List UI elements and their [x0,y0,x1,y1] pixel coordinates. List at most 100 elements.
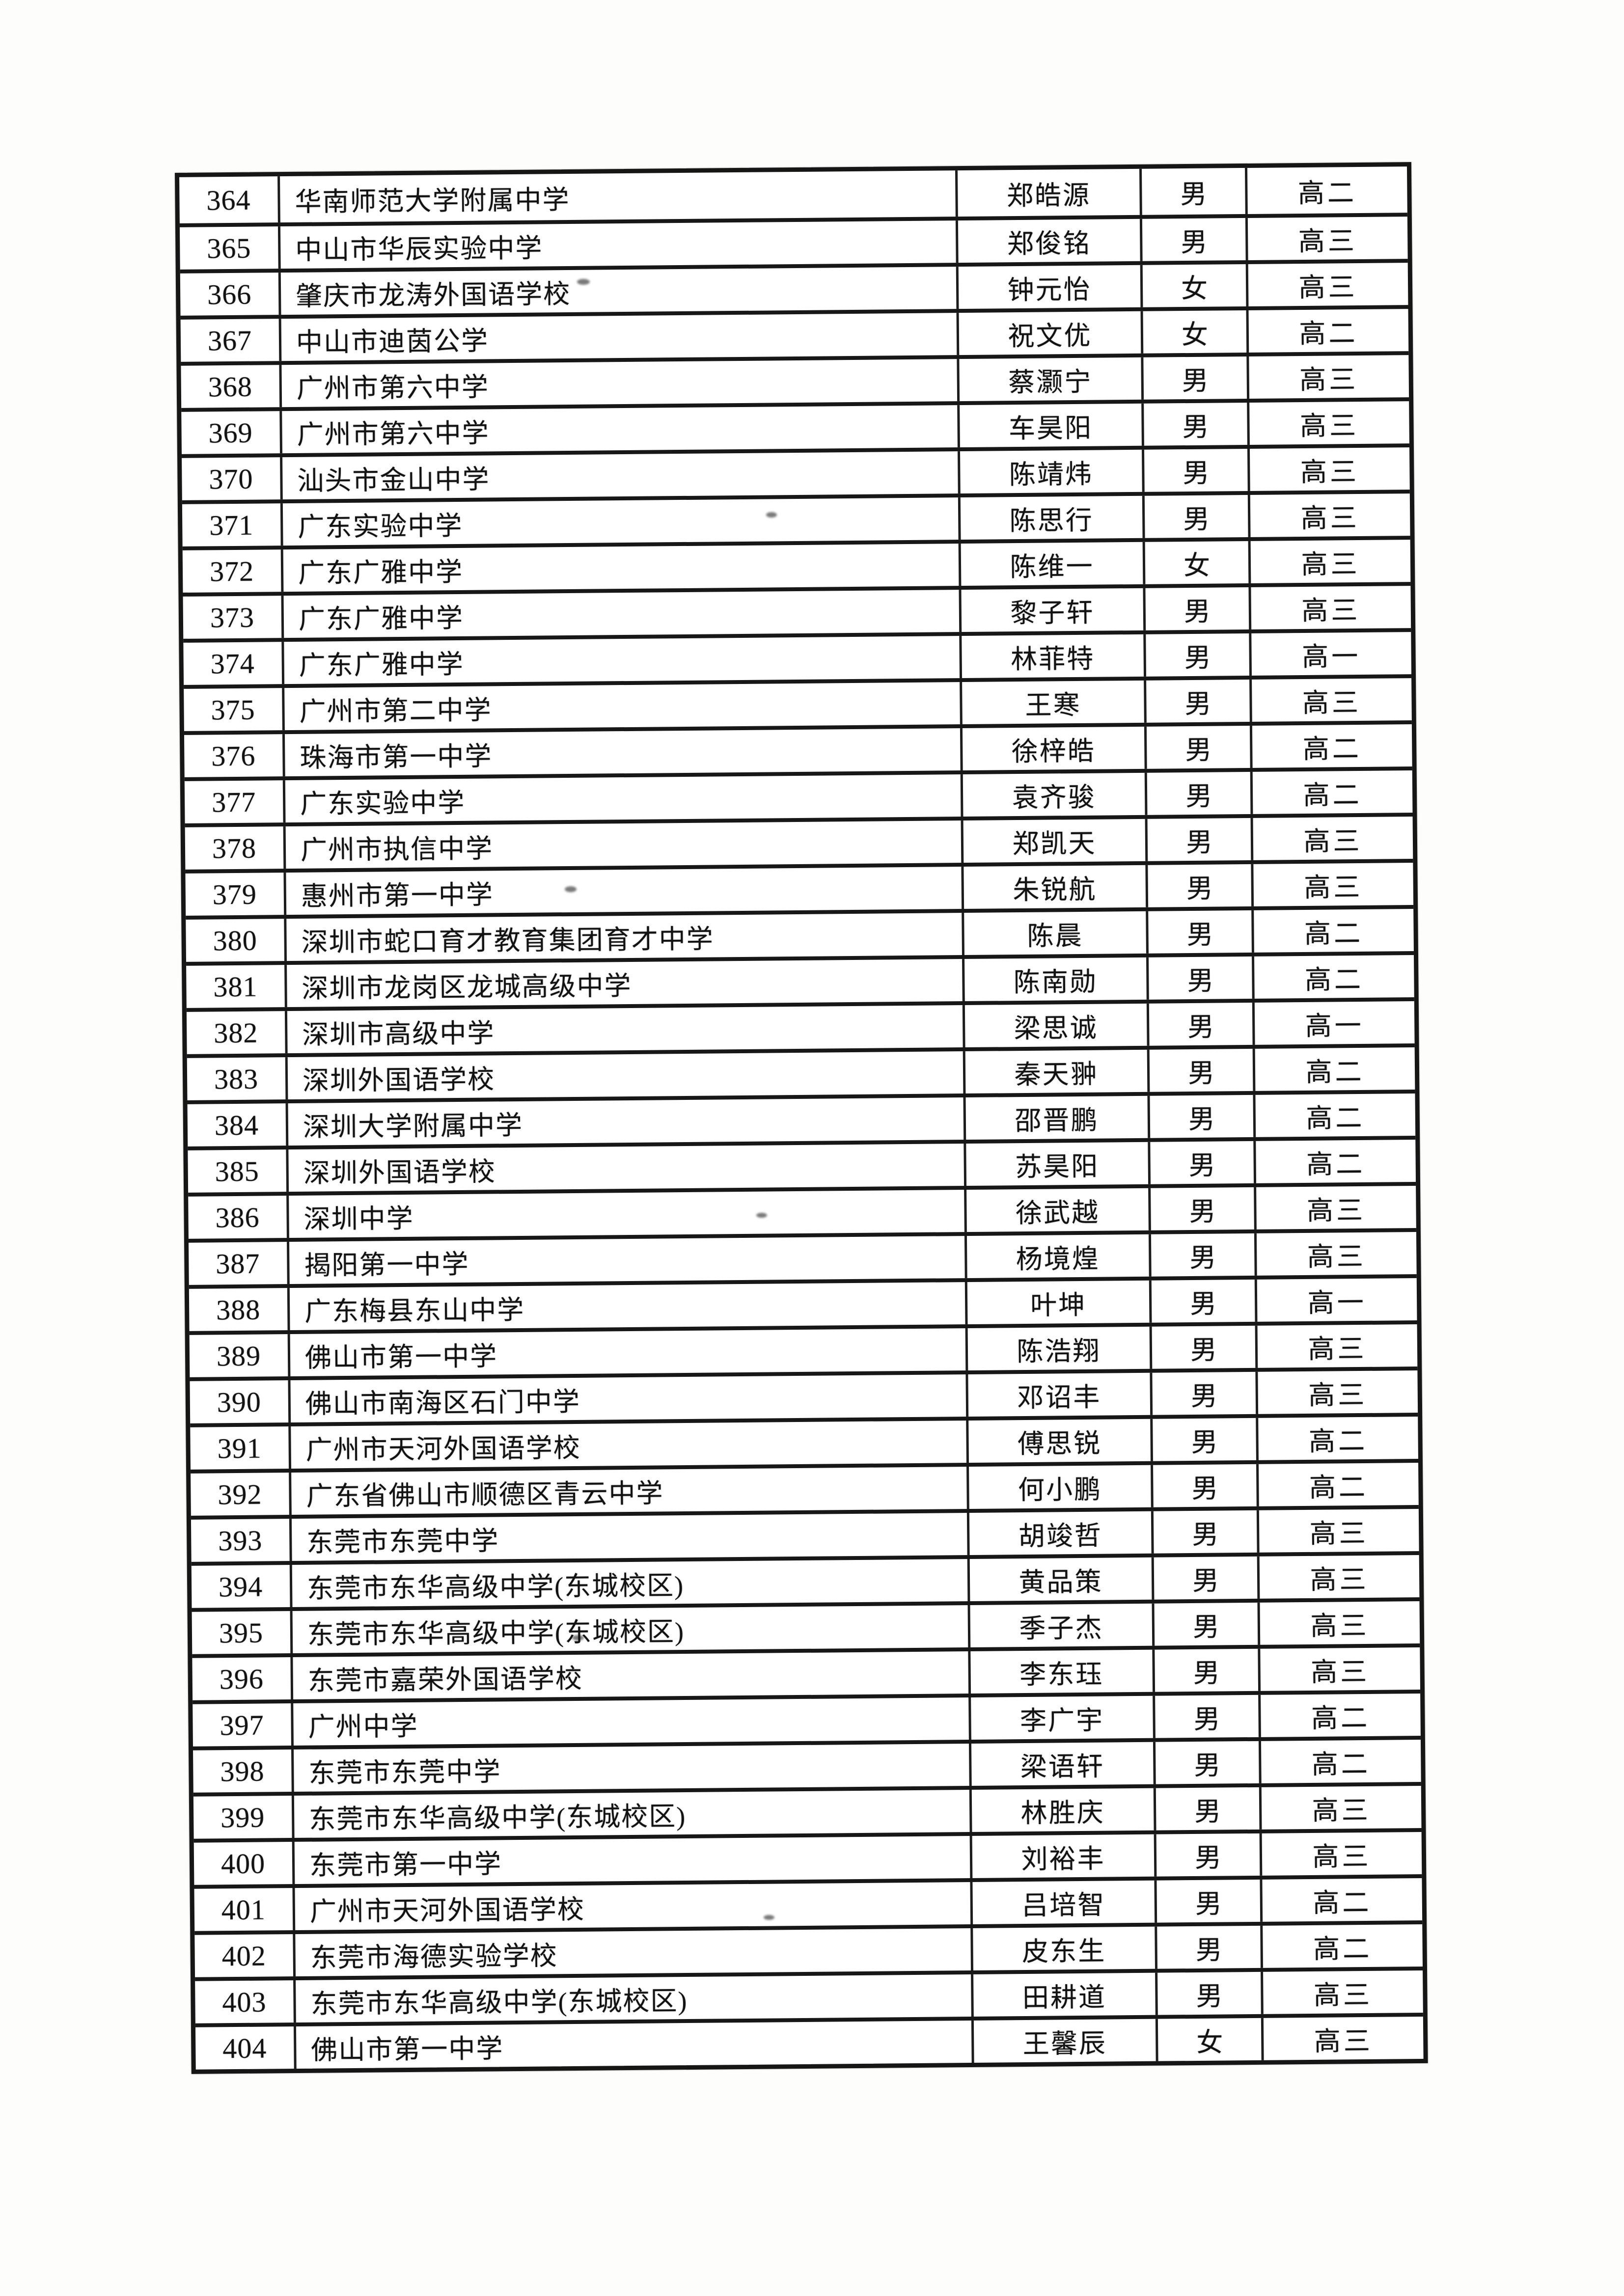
cell-number: 382 [214,1016,258,1049]
cell-number: 392 [218,1478,262,1510]
cell-name: 刘裕丰 [969,1834,1155,1879]
cell-school: 东莞市东华高级中学(东城校区) [293,1974,971,2023]
cell-number: 373 [210,601,255,633]
cell-name: 陈靖炜 [958,449,1142,494]
cell-number: 398 [220,1755,265,1787]
cell-number: 404 [222,2032,267,2064]
cell-grade: 高二 [1260,1878,1423,1922]
cell-school: 广东实验中学 [280,497,959,546]
cell-grade: 高三 [1245,263,1408,306]
cell-number: 375 [211,693,255,726]
cell-school: 广州中学 [291,1697,969,1746]
cell-name: 钟元怡 [956,265,1141,309]
cell-grade: 高二 [1246,309,1409,353]
cell-grade: 高一 [1249,632,1412,676]
cell-school: 广东广雅中学 [280,544,959,592]
cell-grade: 高三 [1251,863,1414,906]
scan-artifact [764,1915,774,1920]
cell-gender: 男 [1150,1371,1256,1415]
cell-name: 车昊阳 [957,403,1142,448]
cell-name: 徐梓皓 [960,726,1145,771]
cell-school: 广州市第六中学 [279,405,958,454]
roster-table: 364 华南师范大学附属中学 郑皓源男高二 365 中山市华辰实验中学 郑俊铭男高三 366… [175,162,1428,2074]
cell-school: 广东梅县东山中学 [287,1282,965,1331]
cell-number: 400 [220,1847,266,1880]
cell-grade: 高三 [1255,1370,1418,1414]
cell-name: 李广宇 [968,1695,1153,1740]
cell-gender: 女 [1155,2018,1262,2061]
cell-name: 陈浩翔 [965,1326,1150,1371]
cell-school: 惠州市第一中学 [283,867,962,915]
cell-number: 376 [211,739,256,772]
cell-gender: 男 [1155,1925,1261,1969]
cell-number: 386 [215,1201,260,1233]
cell-school: 深圳大学附属中学 [285,1097,964,1146]
cell-name: 郑俊铭 [955,219,1140,263]
cell-number: 385 [215,1155,260,1187]
cell-gender: 男 [1155,1971,1261,2015]
cell-school: 东莞市海德实验学校 [293,1928,971,1977]
cell-number: 365 [207,232,251,264]
cell-number: 393 [218,1524,263,1557]
cell-name: 王寒 [960,680,1144,725]
cell-grade: 高三 [1257,1601,1420,1645]
cell-gender: 男 [1145,864,1252,907]
cell-school: 佛山市南海区石门中学 [288,1374,966,1423]
cell-grade: 高三 [1250,817,1413,860]
cell-school: 深圳市蛇口育才教育集团育才中学 [284,913,962,961]
cell-school: 深圳外国语学校 [286,1144,964,1192]
cell-gender: 男 [1153,1741,1259,1784]
cell-school: 广州市第六中学 [279,359,958,408]
cell-name: 梁思诚 [962,1003,1147,1048]
cell-number: 380 [213,924,257,957]
cell-name: 袁齐骏 [960,772,1145,817]
cell-school: 广州市执信中学 [283,820,962,869]
cell-grade: 高二 [1244,166,1407,214]
cell-gender: 男 [1145,818,1251,861]
cell-number: 369 [208,416,253,449]
cell-grade: 高二 [1256,1417,1418,1460]
cell-school: 珠海市第一中学 [282,728,961,777]
cell-name: 何小鹏 [966,1465,1151,1509]
cell-grade: 高一 [1252,1001,1415,1045]
cell-school: 东莞市东莞中学 [291,1744,969,1792]
cell-school: 华南师范大学附属中学 [277,170,956,223]
cell-number: 401 [221,1893,266,1926]
cell-grade: 高三 [1245,217,1408,260]
cell-gender: 男 [1152,1648,1259,1692]
cell-grade: 高三 [1247,493,1410,537]
cell-name: 黎子轩 [959,588,1144,632]
cell-grade: 高三 [1248,540,1411,583]
cell-number: 397 [220,1709,264,1741]
cell-grade: 高三 [1261,2016,1424,2060]
cell-grade: 高三 [1247,447,1410,491]
cell-number: 395 [219,1616,264,1649]
cell-name: 徐武越 [964,1188,1149,1232]
cell-gender: 女 [1142,541,1249,584]
scan-artifact [565,886,577,892]
cell-school: 东莞市第一中学 [292,1836,970,1885]
cell-number: 381 [213,970,258,1003]
cell-gender: 男 [1146,910,1252,954]
cell-gender: 男 [1142,494,1248,538]
cell-number: 403 [222,1986,267,2018]
cell-name: 苏昊阳 [963,1142,1149,1186]
cell-number: 383 [214,1063,259,1095]
cell-gender: 男 [1143,587,1249,630]
cell-name: 陈南勋 [962,957,1147,1002]
cell-gender: 男 [1149,1279,1255,1323]
cell-number: 387 [216,1247,260,1280]
cell-grade: 高二 [1260,1924,1423,1968]
cell-gender: 男 [1144,725,1250,769]
cell-grade: 高二 [1251,909,1414,953]
cell-grade: 高三 [1259,1785,1422,1830]
cell-school: 深圳外国语学校 [285,1051,963,1100]
cell-gender: 男 [1148,1187,1254,1230]
cell-number: 364 [206,184,251,216]
cell-gender: 男 [1146,956,1252,1000]
cell-school: 广东实验中学 [282,774,961,823]
cell-school: 中山市华辰实验中学 [277,220,956,269]
roster-rows: 364 华南师范大学附属中学 郑皓源男高二 365 中山市华辰实验中学 郑俊铭男高三 366… [179,166,1424,2070]
cell-gender: 男 [1151,1556,1258,1600]
